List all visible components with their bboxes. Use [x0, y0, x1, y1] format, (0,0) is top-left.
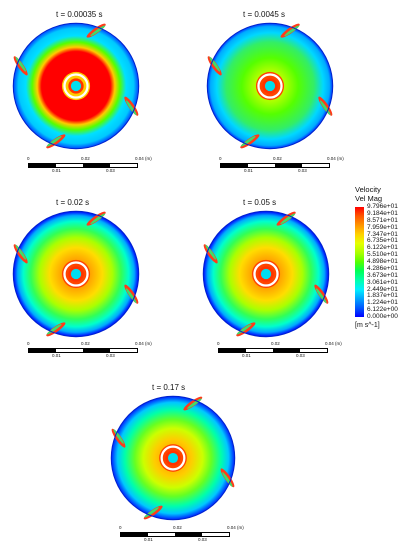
- legend-value-label: 3.061e+01: [367, 278, 398, 286]
- legend-color-bar: [355, 207, 364, 317]
- legend-value-label: 4.898e+01: [367, 258, 398, 265]
- legend-value-label: 1.837e+01: [367, 292, 398, 300]
- scale-bar-label: 0.04 (m): [135, 341, 152, 346]
- panel-title: t = 0.17 s: [152, 383, 186, 392]
- scale-bar-label: 0.02: [81, 156, 90, 161]
- legend-value-label: 9.184e+01: [367, 209, 398, 217]
- contour-panel-2: t = 0.0045 s 0 0.02 0.04 (m) 0.01 0.03: [190, 0, 370, 175]
- scale-bar-segment: [83, 164, 110, 167]
- scale-bar-segment: [300, 349, 327, 352]
- contour-svg: [206, 22, 334, 150]
- panel-title: t = 0.02 s: [56, 198, 90, 207]
- scale-bar-segment: [246, 349, 273, 352]
- velocity-contour-disk: [110, 395, 236, 521]
- scale-bar-label: 0.04 (m): [325, 341, 342, 346]
- scale-bar-segment: [56, 164, 83, 167]
- scale-bar-track: [218, 348, 328, 353]
- panel-title: t = 0.05 s: [243, 198, 277, 207]
- legend-subtitle: Vel Mag: [355, 194, 383, 203]
- scale-bar-segment: [273, 349, 300, 352]
- legend-value-label: 0.000e+00: [367, 313, 398, 320]
- scale-bar-label: 0.04 (m): [135, 156, 152, 161]
- scale-bar: 0 0.02 0.04 (m) 0.01 0.03: [27, 340, 152, 364]
- scale-bar-label: 0.04 (m): [227, 525, 244, 530]
- scale-bar-segment: [219, 349, 246, 352]
- velocity-legend: Velocity Vel Mag 9.796e+01 9.184e+01 8.571…: [355, 185, 415, 335]
- scale-bar-label: 0: [217, 341, 220, 346]
- scale-bar-segment: [302, 164, 329, 167]
- legend-value-label: 1.224e+01: [367, 299, 398, 307]
- contour-panel-1: t = 0.00035 s 0 0.02 0.04 (m) 0.01 0.03: [0, 0, 180, 175]
- scale-bar-segment: [275, 164, 302, 167]
- legend-value-label: 4.286e+01: [367, 264, 398, 272]
- legend-value-label: 3.673e+01: [367, 271, 398, 279]
- contour-panel-3: t = 0.02 s 0 0.02 0.04 (m) 0.01 0.03: [0, 190, 180, 360]
- scale-bar-segment: [29, 349, 56, 352]
- legend-value-label: 6.122e+01: [367, 244, 398, 252]
- scale-bar-label: 0.01: [244, 168, 253, 173]
- scale-bar: 0 0.02 0.04 (m) 0.01 0.03: [217, 340, 342, 364]
- legend-title: Velocity: [355, 185, 381, 194]
- contour-svg: [12, 22, 140, 150]
- scale-bar-segment: [110, 164, 137, 167]
- scale-bar-track: [28, 163, 138, 168]
- scale-bar-label: 0.03: [298, 168, 307, 173]
- scale-bar-segment: [248, 164, 275, 167]
- scale-bar-segment: [29, 164, 56, 167]
- scale-bar-label: 0.03: [106, 353, 115, 358]
- scale-bar-track: [28, 348, 138, 353]
- velocity-contour-disk: [12, 210, 140, 338]
- scale-bar-label: 0.02: [271, 341, 280, 346]
- scale-bar-label: 0: [27, 156, 30, 161]
- scale-bar: 0 0.02 0.04 (m) 0.01 0.03: [27, 155, 152, 179]
- scale-bar-segment: [175, 533, 202, 536]
- legend-value-label: 7.959e+01: [367, 223, 398, 231]
- contour-svg: [110, 395, 236, 521]
- scale-bar-label: 0.01: [52, 168, 61, 173]
- scale-bar-track: [120, 532, 230, 537]
- scale-bar: 0 0.02 0.04 (m) 0.01 0.03: [219, 155, 344, 179]
- scale-bar-label: 0: [119, 525, 122, 530]
- scale-bar-segment: [221, 164, 248, 167]
- panel-title: t = 0.00035 s: [56, 10, 103, 19]
- legend-value-label: 6.735e+01: [367, 237, 398, 245]
- contour-panel-5: t = 0.17 s 0 0.02 0.04 (m) 0.01 0.03: [100, 375, 280, 550]
- scale-bar-track: [220, 163, 330, 168]
- legend-value-label: 6.122e+00: [367, 306, 398, 314]
- legend-value-label: 8.571e+01: [367, 216, 398, 224]
- scale-bar-label: 0.02: [81, 341, 90, 346]
- scale-bar-segment: [56, 349, 83, 352]
- legend-value-label: 2.449e+01: [367, 285, 398, 293]
- legend-value-label: 9.796e+01: [367, 203, 398, 210]
- legend-unit: [m s^-1]: [355, 322, 380, 329]
- scale-bar-segment: [83, 349, 110, 352]
- scale-bar-label: 0: [219, 156, 222, 161]
- scale-bar-label: 0.01: [242, 353, 251, 358]
- contour-svg: [202, 210, 330, 338]
- scale-bar-segment: [202, 533, 229, 536]
- scale-bar-label: 0.03: [296, 353, 305, 358]
- scale-bar-label: 0: [27, 341, 30, 346]
- scale-bar-label: 0.03: [106, 168, 115, 173]
- scale-bar-label: 0.02: [273, 156, 282, 161]
- scale-bar-segment: [148, 533, 175, 536]
- scale-bar-segment: [110, 349, 137, 352]
- legend-value-label: 7.347e+01: [367, 230, 398, 238]
- scale-bar-label: 0.01: [144, 537, 153, 542]
- contour-panel-4: t = 0.05 s 0 0.02 0.04 (m) 0.01 0.03: [190, 190, 370, 360]
- panel-title: t = 0.0045 s: [243, 10, 286, 19]
- velocity-contour-disk: [206, 22, 334, 150]
- scale-bar: 0 0.02 0.04 (m) 0.01 0.03: [119, 524, 244, 548]
- velocity-contour-disk: [202, 210, 330, 338]
- scale-bar-label: 0.01: [52, 353, 61, 358]
- scale-bar-segment: [121, 533, 148, 536]
- velocity-contour-disk: [12, 22, 140, 150]
- legend-value-label: 5.510e+01: [367, 251, 398, 259]
- scale-bar-label: 0.03: [198, 537, 207, 542]
- contour-svg: [12, 210, 140, 338]
- scale-bar-label: 0.04 (m): [327, 156, 344, 161]
- scale-bar-label: 0.02: [173, 525, 182, 530]
